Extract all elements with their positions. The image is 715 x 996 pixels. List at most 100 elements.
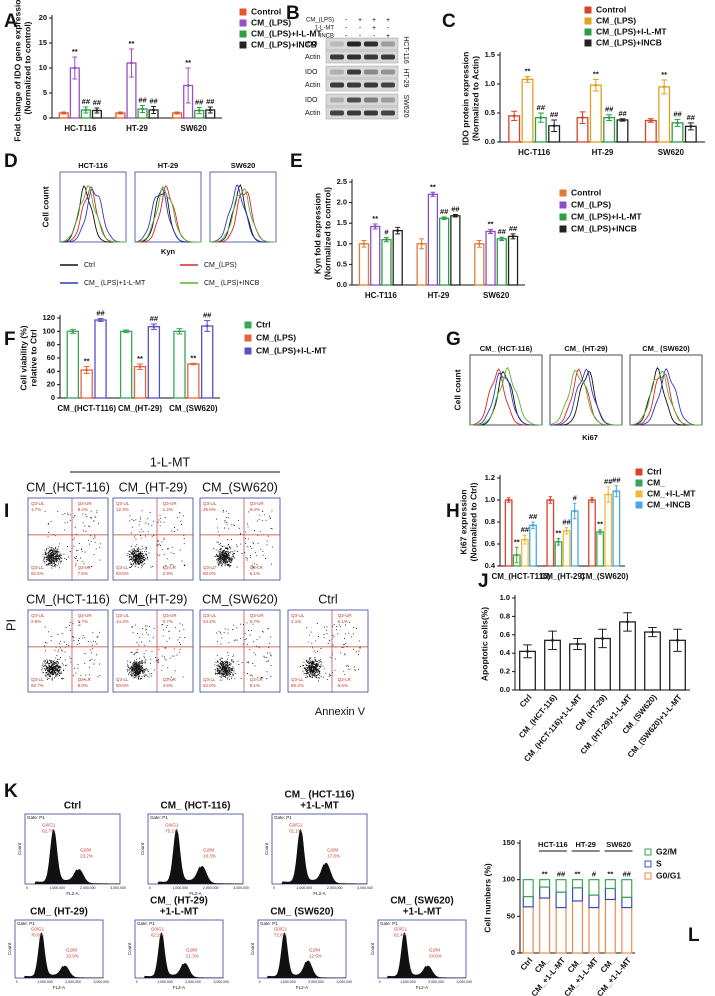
dna-histogram	[15, 932, 103, 978]
group-label: HCT-116	[538, 840, 568, 849]
quadrant-value: 4.5%	[163, 683, 173, 688]
significance: ##	[93, 98, 102, 107]
quadrant-label: Q3-UL	[203, 613, 217, 618]
phase-label: G2/M	[80, 848, 91, 853]
data-point	[573, 509, 577, 513]
gate-label: Gate: P1	[137, 921, 155, 926]
bar	[474, 243, 485, 286]
legend-swatch	[584, 6, 592, 14]
significance: ##	[203, 311, 212, 320]
blot-band	[381, 110, 395, 116]
treatment-sign: -	[345, 25, 348, 32]
x-tick-label: SW620	[483, 291, 510, 300]
histogram-frame	[629, 354, 703, 426]
significance: ##	[550, 110, 559, 119]
quadrant-value: 5.7%	[250, 619, 260, 624]
treatment-label: CM_(LPS)	[306, 18, 334, 24]
significance: ##	[149, 96, 158, 105]
quadrant-value: 8.2%	[78, 507, 88, 512]
bar-segment	[604, 879, 616, 890]
treatment-label: 1-L-MT	[315, 26, 335, 32]
data-point	[649, 119, 653, 122]
bar	[485, 230, 496, 286]
data-point	[590, 498, 594, 502]
bar	[438, 217, 450, 286]
quadrant-value: 1.7%	[31, 507, 41, 512]
panel-letter: E	[290, 151, 303, 172]
quadrant-value: 8.1%	[250, 683, 260, 688]
treatment-sign: +	[386, 17, 390, 24]
x-tick-label: 0	[273, 886, 275, 890]
legend-label: CM_(LPS)	[596, 15, 636, 25]
significance: ##	[206, 97, 215, 106]
bar-segment	[539, 886, 551, 899]
blot-band	[330, 54, 344, 60]
y-tick-label: 20	[47, 380, 55, 389]
histogram-frame	[14, 919, 104, 979]
data-point	[651, 630, 654, 634]
panel-letter: B	[286, 3, 300, 24]
x-axis-label: Kyn	[161, 247, 176, 256]
quadrant-label: Q3-UL	[31, 613, 45, 618]
histogram-title: CM_ (SW620)	[642, 344, 690, 353]
quadrant-value: 2.9%	[163, 571, 173, 576]
significance: ##	[618, 109, 627, 118]
band-label: Actin	[305, 110, 321, 117]
data-point	[557, 540, 560, 544]
data-point	[614, 489, 618, 493]
bar	[507, 235, 519, 286]
y-axis-label: (Normalized to control)	[322, 187, 332, 280]
y-tick-label: 1.0	[337, 239, 347, 248]
cell-line-label: SW620	[402, 95, 409, 118]
histogram-curve	[550, 370, 622, 426]
legend-swatch	[644, 872, 652, 880]
histogram-curve	[59, 185, 126, 243]
y-axis-label: (Normalized to Ctrl)	[468, 482, 478, 561]
legend-label: CM_(LPS)	[256, 332, 296, 342]
phase-value: 61.1%	[289, 828, 302, 833]
bar	[496, 238, 507, 286]
x-tick-label: 2,000,000	[80, 886, 96, 890]
data-point	[526, 77, 529, 81]
y-tick-label: 1.2	[485, 473, 495, 482]
x-tick-label: 2,000,000	[428, 980, 444, 984]
data-point	[676, 638, 679, 642]
phase-value: 75.1%	[165, 828, 178, 833]
blot-band	[347, 54, 361, 60]
legend-label: CM_+INCB	[647, 499, 691, 509]
significance: #	[384, 228, 389, 237]
data-point	[662, 85, 666, 89]
legend-label: CM_(LPS)+INCB	[596, 37, 662, 47]
x-tick-label: 3,000,000	[357, 886, 373, 890]
histogram-curve	[210, 191, 276, 243]
x-tick-label: 1,000,000	[37, 980, 53, 984]
significance: ##	[195, 97, 204, 106]
y-axis-label: IDO protein expression	[460, 52, 470, 146]
quadrant-label: Q3-LR	[250, 565, 264, 570]
bar-segment	[539, 897, 551, 954]
data-point	[581, 116, 584, 120]
x-tick-label: 0	[379, 980, 381, 984]
dot-plot-frame	[287, 609, 369, 693]
bar	[644, 631, 661, 691]
bar	[504, 499, 513, 567]
y-axis-label: (Normalized to control)	[22, 21, 32, 114]
blot-band	[364, 54, 378, 60]
significance: **	[185, 58, 191, 67]
y-tick-label: 80	[47, 340, 55, 349]
y-tick-label: 0.2	[500, 667, 510, 676]
phase-label: G2/M	[203, 848, 214, 853]
y-tick-label: 0.0	[485, 137, 495, 146]
quadrant-value: 85.2%	[291, 683, 304, 688]
data-point	[178, 329, 181, 333]
y-axis-label: Count	[370, 942, 375, 955]
y-tick-label: 0.5	[485, 108, 495, 117]
bar	[521, 78, 534, 143]
x-tick-label: 1,000,000	[50, 886, 66, 890]
quadrant-value: 6.1%	[338, 619, 348, 624]
plot-title: CM_ (HCT-116)	[284, 790, 354, 801]
data-point	[99, 318, 102, 322]
blot-band	[347, 110, 361, 116]
bar	[416, 243, 427, 286]
quadrant-label: Q3-LR	[78, 565, 92, 570]
